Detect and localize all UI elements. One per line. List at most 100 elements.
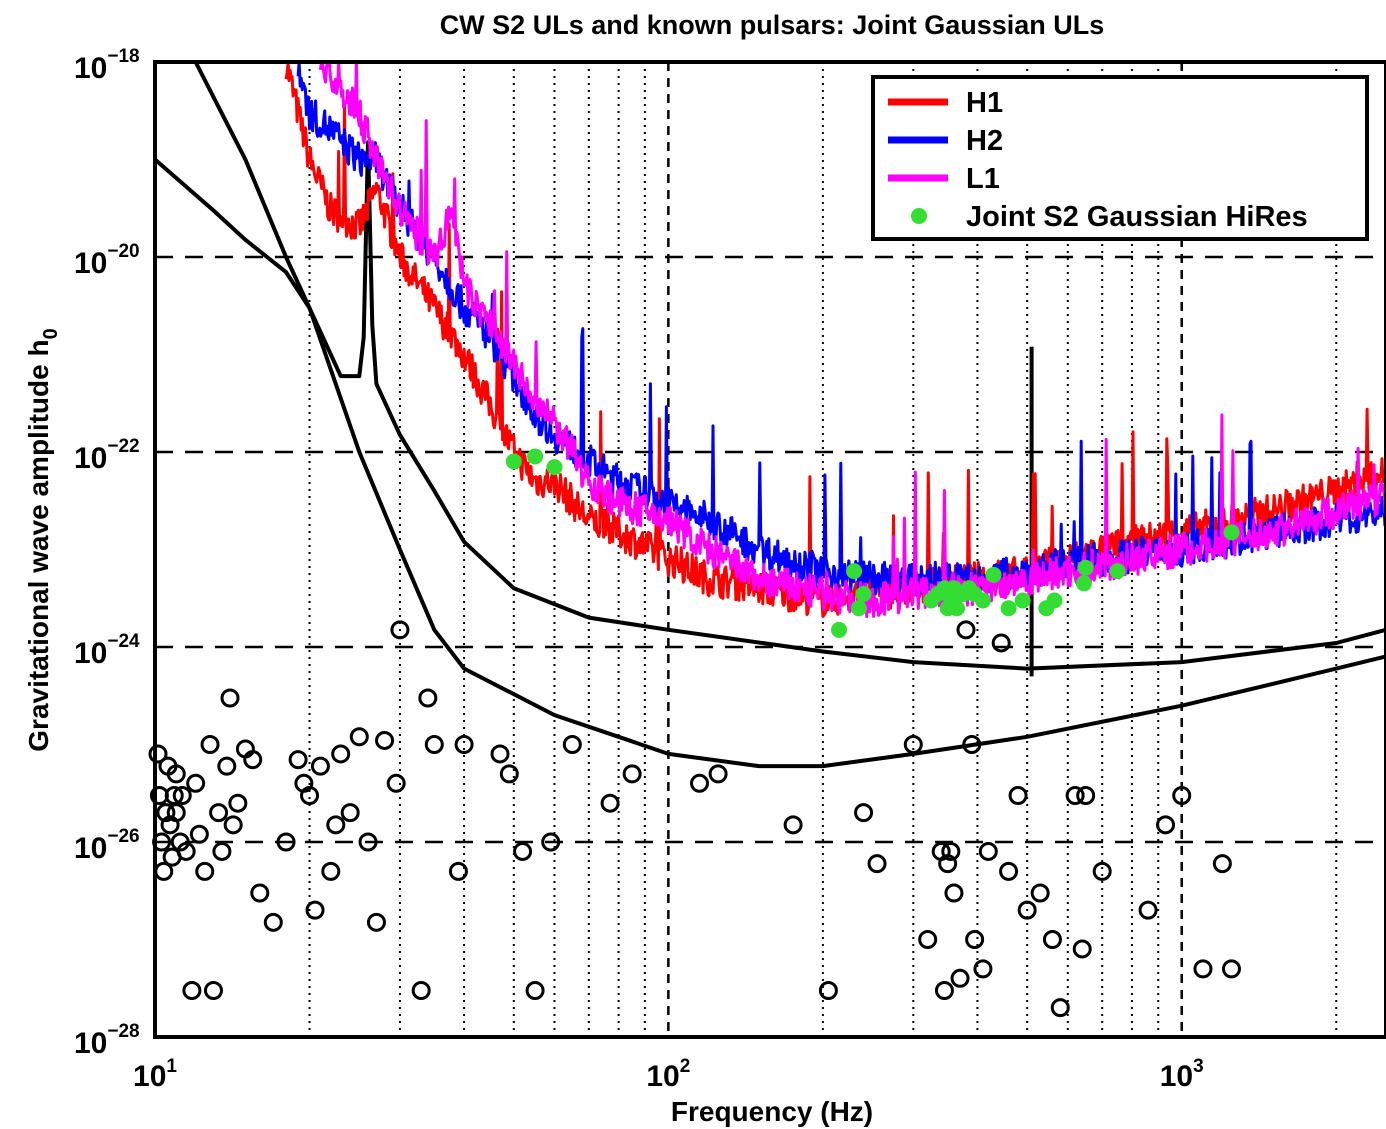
known-pulsar-point	[973, 959, 993, 979]
known-pulsar-point	[189, 824, 209, 844]
known-pulsar-point	[331, 744, 351, 764]
known-pulsar-point	[182, 980, 202, 1000]
known-pulsar-point	[305, 900, 325, 920]
legend-label: Joint S2 Gaussian HiRes	[966, 201, 1308, 233]
joint-ul-point	[1046, 592, 1063, 609]
known-pulsar-point	[321, 861, 341, 881]
known-pulsar-point	[854, 803, 874, 823]
known-pulsar-point	[965, 930, 985, 949]
y-axis-label: Gravitational wave amplitude h0	[23, 328, 62, 751]
y-axis-label-subscript: 0	[40, 328, 62, 339]
x-tick-exponent: 1	[166, 1056, 177, 1077]
y-axis-label-text: Gravitational wave amplitude h	[23, 339, 54, 751]
joint-ul-point	[846, 563, 863, 580]
y-tick-exponent: −22	[107, 436, 139, 457]
known-pulsar-point	[1221, 959, 1241, 979]
known-pulsar-point	[1017, 900, 1037, 920]
x-tick-base: 10	[133, 1060, 166, 1093]
x-tick-label: 102	[646, 1056, 690, 1093]
joint-ul-point	[1223, 524, 1240, 541]
y-tick-label: 10−20	[74, 241, 140, 280]
known-pulsar-point	[358, 832, 378, 852]
known-pulsar-point	[622, 764, 642, 784]
known-pulsar-point	[310, 756, 330, 776]
known-pulsar-point	[209, 803, 229, 823]
known-pulsar-point	[525, 980, 545, 1000]
known-pulsar-point	[934, 980, 954, 1000]
known-pulsar-point	[950, 968, 970, 988]
known-pulsar-point	[386, 773, 406, 793]
x-tick-exponent: 3	[1193, 1056, 1204, 1077]
known-pulsar-point	[1172, 785, 1192, 805]
known-pulsar-point	[918, 930, 938, 949]
x-tick-label: 103	[1160, 1056, 1204, 1093]
known-pulsar-point	[263, 912, 283, 932]
known-pulsar-point	[1050, 998, 1070, 1018]
known-pulsar-point	[276, 832, 296, 852]
known-pulsar-point	[349, 727, 369, 747]
known-pulsar-point	[962, 735, 982, 754]
known-pulsar-point	[1212, 854, 1232, 874]
y-tick-label: 10−24	[74, 631, 140, 670]
known-pulsar-point	[176, 841, 196, 861]
known-pulsar-point	[818, 980, 838, 1000]
known-pulsar-point	[217, 756, 237, 776]
joint-ul-point	[1077, 559, 1094, 576]
y-tick-label: 10−18	[74, 46, 140, 85]
known-pulsar-point	[490, 744, 510, 764]
y-tick-base: 10	[74, 832, 107, 865]
axes-frame	[153, 60, 1386, 1039]
x-axis-label: Frequency (Hz)	[671, 1096, 873, 1127]
known-pulsar-point	[220, 688, 240, 708]
known-pulsar-point	[978, 841, 998, 861]
joint-ul-point	[1109, 563, 1126, 580]
y-tick-base: 10	[74, 247, 107, 280]
known-pulsar-point	[1065, 785, 1085, 805]
known-pulsar-point	[170, 832, 190, 852]
known-pulsar-point	[424, 735, 444, 754]
joint-ul-point	[855, 585, 872, 602]
x-tick-base: 10	[1160, 1060, 1193, 1093]
known-pulsar-point	[250, 883, 270, 903]
y-tick-base: 10	[74, 442, 107, 475]
legend-label: H2	[966, 125, 1003, 157]
joint-ul-point	[831, 621, 848, 638]
known-pulsar-point	[195, 861, 215, 881]
known-pulsar-point	[203, 980, 223, 1000]
known-pulsar-point	[228, 793, 248, 813]
known-pulsar-point	[1072, 939, 1092, 959]
legend-marker	[911, 208, 927, 224]
legend-label: H1	[966, 87, 1003, 119]
known-pulsar-point	[1008, 785, 1028, 805]
known-pulsar-point	[366, 912, 386, 932]
known-pulsar-point	[938, 854, 958, 874]
known-pulsar-point	[300, 785, 320, 805]
y-tick-base: 10	[74, 637, 107, 670]
known-pulsar-point	[448, 861, 468, 881]
known-pulsar-point	[326, 815, 346, 835]
known-pulsar-point	[223, 815, 243, 835]
known-pulsar-point	[411, 980, 431, 1000]
known-pulsar-point	[903, 735, 923, 754]
joint-ul-point	[1000, 600, 1017, 617]
x-tick-base: 10	[646, 1060, 679, 1093]
known-pulsar-point	[541, 832, 561, 852]
known-pulsar-point	[562, 735, 582, 754]
known-pulsar-point	[941, 841, 961, 861]
known-pulsar-point	[172, 785, 192, 805]
joint-ul-point	[546, 459, 563, 476]
legend-label: L1	[966, 163, 1000, 195]
known-pulsar-point	[499, 764, 519, 784]
known-pulsar-point	[186, 773, 206, 793]
known-pulsar-point	[513, 841, 533, 861]
joint-ul-point	[1014, 592, 1031, 609]
y-tick-base: 10	[74, 52, 107, 85]
y-tick-exponent: −26	[107, 826, 139, 847]
known-pulsar-point	[999, 861, 1019, 881]
known-pulsar-point	[1193, 959, 1213, 979]
known-pulsar-point	[1030, 883, 1050, 903]
sensitivity-curve-2	[193, 61, 1386, 769]
known-pulsar-point	[166, 803, 186, 823]
